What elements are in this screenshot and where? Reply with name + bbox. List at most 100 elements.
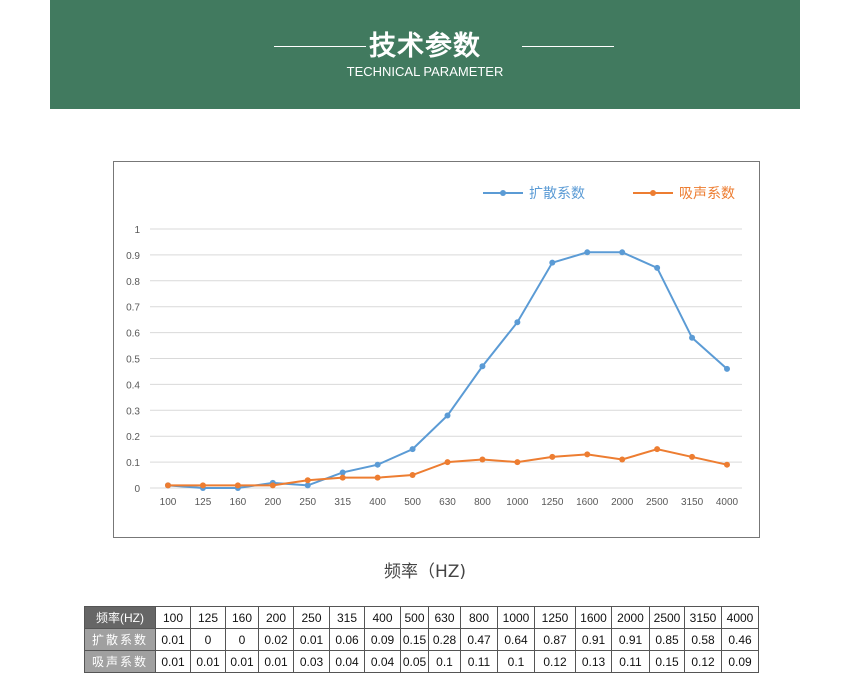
x-tick-label: 400 <box>369 497 386 508</box>
table-cell: 250 <box>293 606 330 629</box>
data-point <box>304 482 311 489</box>
table-cell: 0.1 <box>497 650 535 673</box>
table-row: 频率(HZ) 100 125 160 200 250 315 400 500 630 800 1000… <box>84 606 759 629</box>
table-cell: 0.11 <box>611 650 650 673</box>
data-point <box>339 474 346 481</box>
y-tick-label: 0.6 <box>126 329 140 340</box>
data-point <box>549 453 556 460</box>
x-tick-label: 125 <box>195 497 212 508</box>
x-tick-label: 200 <box>264 497 281 508</box>
table-cell: 160 <box>225 606 259 629</box>
y-tick-label: 0.2 <box>126 432 140 443</box>
table-cell: 0.85 <box>649 628 685 651</box>
table-cell: 0.05 <box>400 650 429 673</box>
series-line <box>168 448 728 487</box>
table-cell: 0.15 <box>400 628 429 651</box>
data-point <box>724 461 730 468</box>
data-point <box>654 446 661 453</box>
data-point <box>724 365 730 372</box>
legend-marker <box>650 190 656 196</box>
data-point <box>339 469 346 476</box>
data-point <box>584 451 591 458</box>
table-cell: 630 <box>428 606 461 629</box>
row-header: 吸声系数 <box>84 650 156 673</box>
data-point <box>549 259 556 266</box>
table-cell: 4000 <box>721 606 759 629</box>
y-tick-label: 0.1 <box>126 458 140 469</box>
table-row: 扩散系数 0.01 0 0 0.02 0.01 0.06 0.09 0.15 0.28 0.47 0.… <box>84 628 759 651</box>
table-cell: 800 <box>460 606 498 629</box>
data-point <box>444 459 451 466</box>
data-point <box>444 412 451 419</box>
y-tick-label: 0.5 <box>126 355 140 366</box>
x-tick-label: 100 <box>160 497 177 508</box>
table-cell: 0.11 <box>460 650 498 673</box>
table-cell: 0.01 <box>293 628 330 651</box>
data-point <box>654 264 661 271</box>
table-cell: 100 <box>155 606 191 629</box>
x-tick-label: 800 <box>474 497 491 508</box>
data-point <box>199 482 206 489</box>
title-rule-right <box>522 46 614 47</box>
table-cell: 0.28 <box>428 628 461 651</box>
y-tick-label: 0.3 <box>126 406 140 417</box>
table-cell: 0 <box>225 628 259 651</box>
data-point <box>409 472 416 479</box>
table-cell: 0.1 <box>428 650 461 673</box>
data-point <box>374 461 381 468</box>
table-cell: 0.87 <box>534 628 576 651</box>
data-point <box>689 334 696 341</box>
table-cell: 0.58 <box>684 628 722 651</box>
table-cell: 1600 <box>575 606 612 629</box>
data-point <box>689 453 696 460</box>
data-point <box>374 474 381 481</box>
x-tick-label: 3150 <box>681 497 704 508</box>
data-point <box>619 456 626 463</box>
legend-label: 扩散系数 <box>529 185 585 201</box>
y-tick-label: 0.9 <box>126 251 140 262</box>
table-cell: 0.01 <box>258 650 294 673</box>
chart-frame: 0 0.1 0.2 0.3 0.4 0.5 0.6 0.7 0.8 0.9 1 100 125 160 20… <box>113 161 760 538</box>
table-cell: 0.03 <box>293 650 330 673</box>
parameter-table: 频率(HZ) 100 125 160 200 250 315 400 500 630 800 1000… <box>84 606 759 673</box>
table-cell: 0.01 <box>225 650 259 673</box>
x-tick-label: 1250 <box>541 497 564 508</box>
table-cell: 0.91 <box>611 628 650 651</box>
table-cell: 2500 <box>649 606 685 629</box>
table-cell: 0.12 <box>534 650 576 673</box>
data-point <box>619 249 626 256</box>
x-tick-label: 2500 <box>646 497 669 508</box>
data-point <box>234 482 241 489</box>
x-tick-label: 500 <box>404 497 421 508</box>
table-cell: 0 <box>190 628 226 651</box>
x-axis-caption: 频率（HZ) <box>383 562 467 582</box>
data-point <box>479 363 486 370</box>
table-cell: 125 <box>190 606 226 629</box>
data-point <box>165 482 171 489</box>
table-cell: 1000 <box>497 606 535 629</box>
table-cell: 0.01 <box>190 650 226 673</box>
line-chart: 0 0.1 0.2 0.3 0.4 0.5 0.6 0.7 0.8 0.9 1 100 125 160 20… <box>126 185 742 508</box>
table-cell: 0.64 <box>497 628 535 651</box>
table-cell: 0.04 <box>329 650 365 673</box>
table-cell: 0.13 <box>575 650 612 673</box>
y-tick-label: 0.8 <box>126 277 140 288</box>
table-cell: 0.46 <box>721 628 759 651</box>
table-cell: 500 <box>400 606 429 629</box>
data-point <box>269 482 276 489</box>
y-tick-label: 0 <box>134 484 140 495</box>
title-rule-left <box>274 46 366 47</box>
table-cell: 400 <box>364 606 401 629</box>
table-cell: 2000 <box>611 606 650 629</box>
table-cell: 0.91 <box>575 628 612 651</box>
x-tick-label: 250 <box>299 497 316 508</box>
table-cell: 0.06 <box>329 628 365 651</box>
table-cell: 0.09 <box>364 628 401 651</box>
x-tick-label: 1000 <box>506 497 529 508</box>
table-cell: 0.01 <box>155 650 191 673</box>
x-tick-label: 160 <box>230 497 247 508</box>
table-cell: 0.01 <box>155 628 191 651</box>
data-point <box>514 459 521 466</box>
row-header: 扩散系数 <box>84 628 156 651</box>
data-point <box>514 319 521 326</box>
